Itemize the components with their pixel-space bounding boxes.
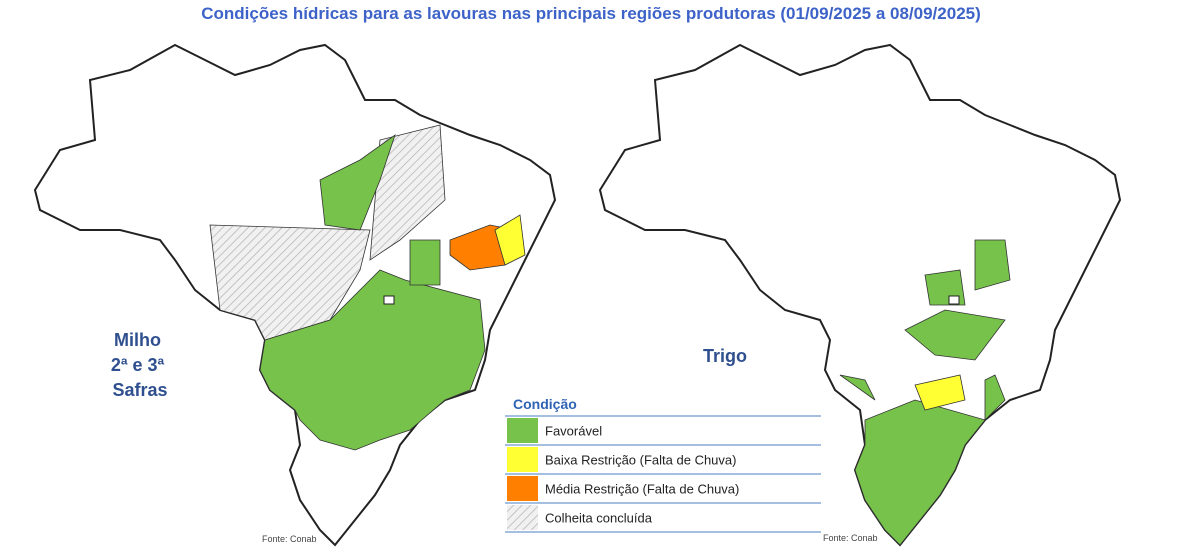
map-trigo: Trigo Fonte: Conab: [599, 44, 1121, 546]
legend-title: Condição: [513, 396, 577, 412]
map-label: Milho 2ª e 3ª Safras: [111, 330, 169, 400]
source: Fonte: Conab: [262, 534, 317, 544]
map-label: Trigo: [703, 346, 747, 366]
legend-label: Média Restrição (Falta de Chuva): [545, 482, 739, 497]
map-label-line: 2ª e 3ª: [111, 355, 165, 375]
legend-label: Baixa Restrição (Falta de Chuva): [545, 453, 736, 468]
map-label-line: Milho: [114, 330, 161, 350]
legend-swatch: [507, 418, 538, 443]
legend-label: Favorável: [545, 424, 602, 439]
legend: Condição Favorável Baixa Restrição (Falta…: [505, 392, 821, 533]
legend-label: Colheita concluída: [545, 511, 653, 526]
legend-swatch: [507, 505, 538, 530]
legend-swatch: [507, 476, 538, 501]
legend-swatch: [507, 447, 538, 472]
map-milho: Milho 2ª e 3ª Safras Fonte: Conab: [34, 44, 556, 546]
map-label-line: Safras: [112, 380, 167, 400]
title: Condições hídricas para as lavouras nas …: [201, 4, 981, 23]
map-label-line: Trigo: [703, 346, 747, 366]
source: Fonte: Conab: [823, 533, 878, 543]
